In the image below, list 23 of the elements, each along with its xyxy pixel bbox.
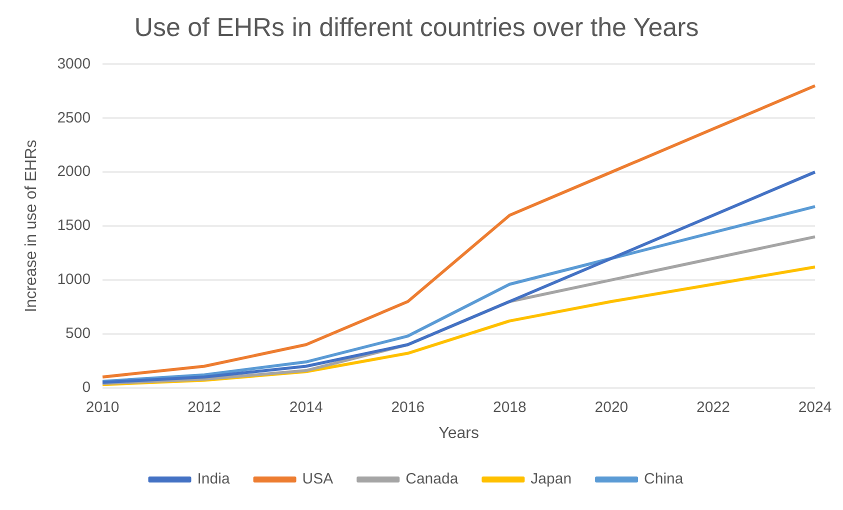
legend-label: India <box>197 470 230 488</box>
y-tick-label: 0 <box>82 378 91 396</box>
legend-label: Japan <box>530 470 572 488</box>
y-tick-label: 2000 <box>57 163 91 180</box>
legend-label: Canada <box>406 470 459 488</box>
chart-title: Use of EHRs in different countries over the Years <box>134 12 699 42</box>
x-tick-label: 2012 <box>188 398 222 416</box>
y-tick-label: 2500 <box>57 109 91 126</box>
y-tick-label: 1000 <box>57 271 91 288</box>
legend-label: USA <box>302 470 334 488</box>
x-axis-title: Years <box>438 424 479 442</box>
x-tick-label: 2020 <box>594 398 628 416</box>
y-tick-label: 3000 <box>57 55 91 72</box>
x-tick-label: 2010 <box>86 398 120 416</box>
y-tick-label: 500 <box>66 325 91 342</box>
legend-label: China <box>644 470 684 488</box>
x-tick-label: 2022 <box>696 398 730 416</box>
y-tick-label: 1500 <box>57 217 91 234</box>
x-tick-label: 2014 <box>289 398 323 416</box>
x-tick-label: 2018 <box>492 398 526 416</box>
x-tick-label: 2016 <box>391 398 425 416</box>
x-tick-label: 2024 <box>798 398 832 416</box>
y-axis-title: Increase in use of EHRs <box>23 140 40 312</box>
